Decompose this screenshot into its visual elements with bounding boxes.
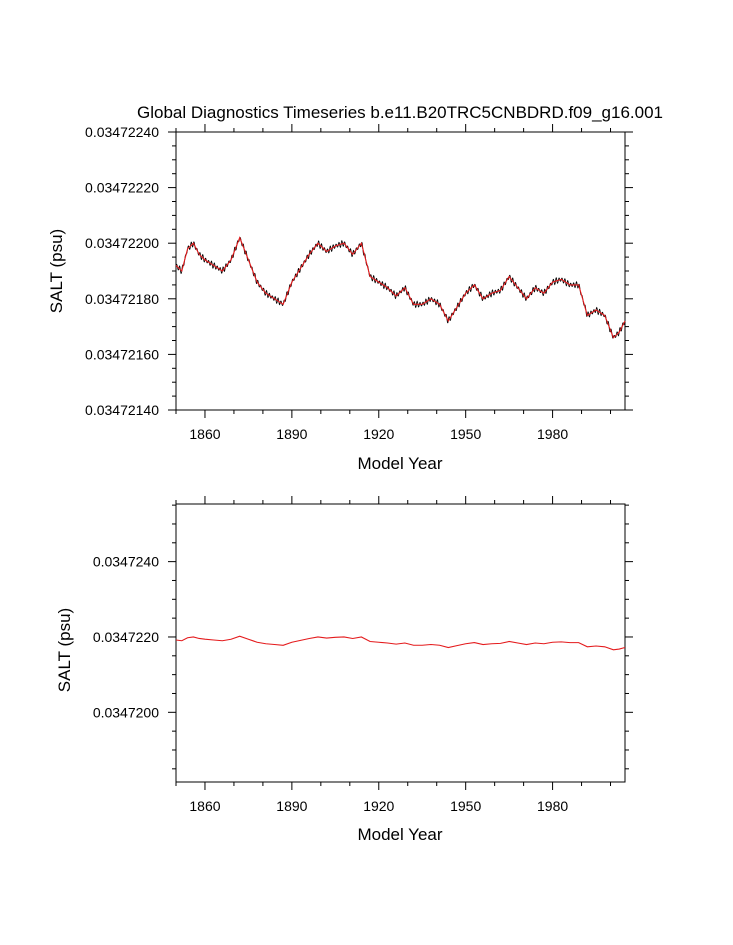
top-panel: 1860 1890 1920 1950 1980 0.03472140 0.03472160…: [47, 124, 633, 473]
bottom-y-tick-label: 0.0347200: [93, 704, 159, 720]
top-series-annual-mean: [175, 236, 626, 339]
bottom-series-group: [175, 635, 626, 651]
top-y-tick-label: 0.03472240: [85, 124, 159, 140]
top-series-group: [175, 236, 626, 339]
bottom-y-tick-label: 0.0347240: [93, 554, 159, 570]
top-y-tick-label: 0.03472220: [85, 180, 159, 196]
top-x-tick-label: 1950: [450, 426, 481, 442]
bottom-x-tick-label: 1950: [450, 798, 481, 814]
top-plot-frame: [175, 131, 626, 411]
top-x-tick-label: 1920: [363, 426, 394, 442]
bottom-x-tick-label: 1860: [189, 798, 220, 814]
top-x-axis-label: Model Year: [357, 454, 442, 473]
top-x-tick-label: 1980: [537, 426, 568, 442]
top-x-tick-label: 1860: [189, 426, 220, 442]
bottom-series-annual-mean: [175, 635, 626, 651]
top-y-axis-label: SALT (psu): [47, 229, 66, 313]
bottom-y-axis-label: SALT (psu): [55, 608, 74, 692]
bottom-x-tick-label: 1980: [537, 798, 568, 814]
bottom-y-tick-label: 0.0347220: [93, 629, 159, 645]
bottom-panel: 1860 1890 1920 1950 1980 0.0347200 0.0347220 0.…: [55, 496, 633, 844]
figure-title: Global Diagnostics Timeseries b.e11.B20T…: [137, 103, 663, 122]
top-x-tick-label: 1890: [276, 426, 307, 442]
bottom-plot-frame: [175, 503, 626, 783]
top-ticks: 1860 1890 1920 1950 1980 0.03472140 0.03472160…: [85, 124, 633, 442]
top-y-tick-label: 0.03472140: [85, 402, 159, 418]
top-y-tick-label: 0.03472200: [85, 235, 159, 251]
bottom-x-axis-label: Model Year: [357, 825, 442, 844]
bottom-ticks: 1860 1890 1920 1950 1980 0.0347200 0.0347220 0.…: [93, 496, 633, 814]
top-series-monthly: [175, 237, 626, 339]
top-y-tick-label: 0.03472160: [85, 346, 159, 362]
bottom-x-tick-label: 1920: [363, 798, 394, 814]
top-y-tick-label: 0.03472180: [85, 291, 159, 307]
bottom-x-tick-label: 1890: [276, 798, 307, 814]
